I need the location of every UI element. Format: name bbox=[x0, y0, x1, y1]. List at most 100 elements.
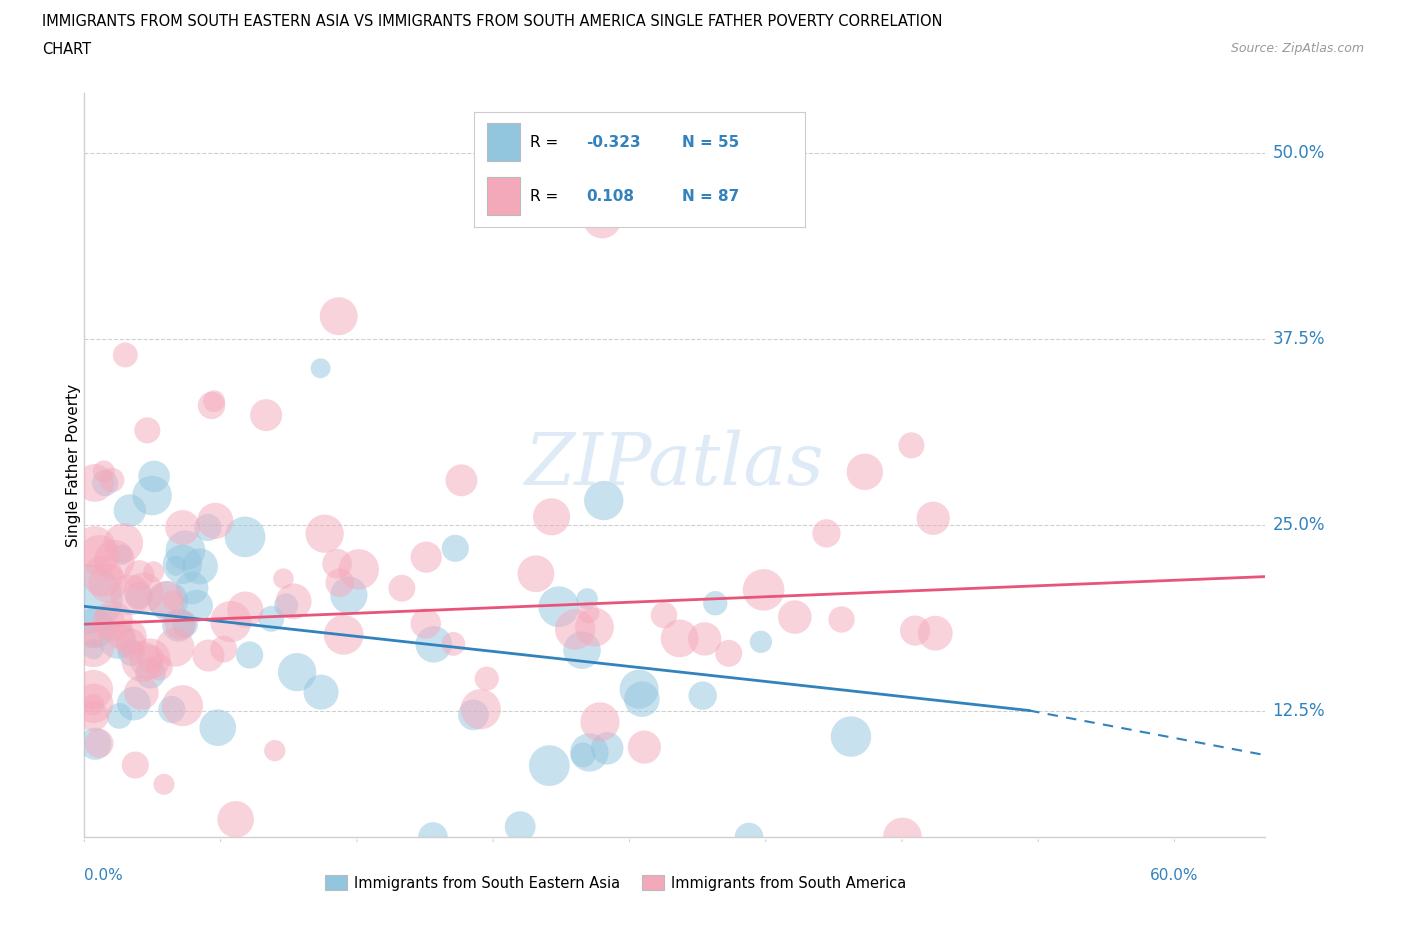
Point bbox=[578, 605, 600, 620]
Text: 37.5%: 37.5% bbox=[1272, 329, 1324, 348]
Point bbox=[167, 618, 190, 632]
Point bbox=[163, 640, 186, 655]
Point bbox=[752, 582, 775, 597]
Point bbox=[309, 361, 332, 376]
Point bbox=[143, 469, 166, 484]
Point bbox=[314, 526, 336, 541]
Point bbox=[172, 520, 194, 535]
Point bbox=[87, 736, 110, 751]
Point bbox=[347, 562, 370, 577]
Point bbox=[139, 651, 162, 666]
Point bbox=[904, 623, 927, 638]
Point bbox=[631, 692, 654, 707]
Point bbox=[142, 565, 165, 579]
Point bbox=[202, 393, 225, 408]
Point bbox=[924, 626, 946, 641]
Point bbox=[188, 559, 211, 574]
Point bbox=[839, 729, 862, 744]
Point bbox=[589, 714, 612, 729]
Point bbox=[83, 621, 105, 636]
Point bbox=[82, 630, 104, 644]
Point bbox=[160, 702, 183, 717]
Point bbox=[107, 633, 129, 648]
Point bbox=[692, 688, 714, 703]
Point bbox=[124, 758, 146, 773]
Point bbox=[596, 741, 619, 756]
Point bbox=[111, 548, 134, 563]
Point bbox=[704, 596, 727, 611]
Point bbox=[110, 628, 132, 643]
Point bbox=[139, 666, 162, 681]
Point bbox=[540, 510, 562, 525]
Point bbox=[571, 643, 593, 658]
Point bbox=[114, 348, 136, 363]
Point bbox=[254, 407, 277, 422]
Point bbox=[547, 599, 569, 614]
Point bbox=[717, 645, 740, 660]
Point bbox=[273, 571, 295, 586]
Text: 50.0%: 50.0% bbox=[1272, 143, 1324, 162]
Point bbox=[233, 602, 256, 617]
Point bbox=[391, 580, 413, 595]
Point bbox=[633, 739, 655, 754]
Point bbox=[853, 464, 876, 479]
Point bbox=[578, 745, 600, 760]
Point bbox=[309, 684, 332, 699]
Point bbox=[118, 629, 141, 644]
Point bbox=[207, 720, 229, 735]
Point bbox=[84, 475, 107, 490]
Point bbox=[652, 607, 675, 622]
Point bbox=[470, 702, 492, 717]
Text: ZIPatlas: ZIPatlas bbox=[524, 430, 825, 500]
Point bbox=[693, 631, 716, 646]
Point bbox=[274, 598, 297, 613]
Point bbox=[900, 438, 922, 453]
Point bbox=[181, 580, 204, 595]
Point bbox=[139, 652, 162, 667]
Point bbox=[225, 812, 247, 827]
Point bbox=[463, 708, 485, 723]
Point bbox=[122, 697, 145, 711]
Point bbox=[131, 654, 153, 669]
Point bbox=[148, 660, 170, 675]
Point bbox=[82, 709, 104, 724]
Point bbox=[415, 550, 437, 565]
Point bbox=[749, 634, 772, 649]
Text: CHART: CHART bbox=[42, 42, 91, 57]
Point bbox=[422, 637, 444, 652]
Point bbox=[337, 588, 360, 603]
Point bbox=[112, 536, 135, 551]
Point bbox=[415, 616, 437, 631]
Point bbox=[815, 525, 838, 540]
Point bbox=[82, 639, 104, 654]
Point bbox=[628, 682, 651, 697]
Point bbox=[738, 830, 761, 844]
Point bbox=[831, 612, 853, 627]
Point bbox=[422, 830, 444, 844]
Point bbox=[197, 648, 219, 663]
Point bbox=[204, 513, 226, 528]
Point bbox=[326, 556, 349, 571]
Point bbox=[132, 585, 155, 600]
Point bbox=[285, 665, 308, 680]
Point bbox=[583, 619, 606, 634]
Point bbox=[186, 598, 208, 613]
Text: 25.0%: 25.0% bbox=[1272, 515, 1324, 534]
Point bbox=[329, 576, 352, 591]
Point bbox=[564, 622, 586, 637]
Point bbox=[128, 568, 150, 583]
Point bbox=[120, 645, 142, 660]
Point bbox=[172, 698, 194, 713]
Point bbox=[328, 309, 350, 324]
Point bbox=[475, 671, 498, 686]
Point bbox=[441, 636, 464, 651]
Point bbox=[84, 737, 107, 751]
Text: 12.5%: 12.5% bbox=[1272, 701, 1324, 720]
Point bbox=[332, 628, 354, 643]
Point bbox=[89, 548, 111, 563]
Point bbox=[219, 614, 242, 629]
Point bbox=[108, 709, 131, 724]
Point bbox=[77, 591, 100, 606]
Point bbox=[263, 743, 285, 758]
Point bbox=[572, 748, 595, 763]
